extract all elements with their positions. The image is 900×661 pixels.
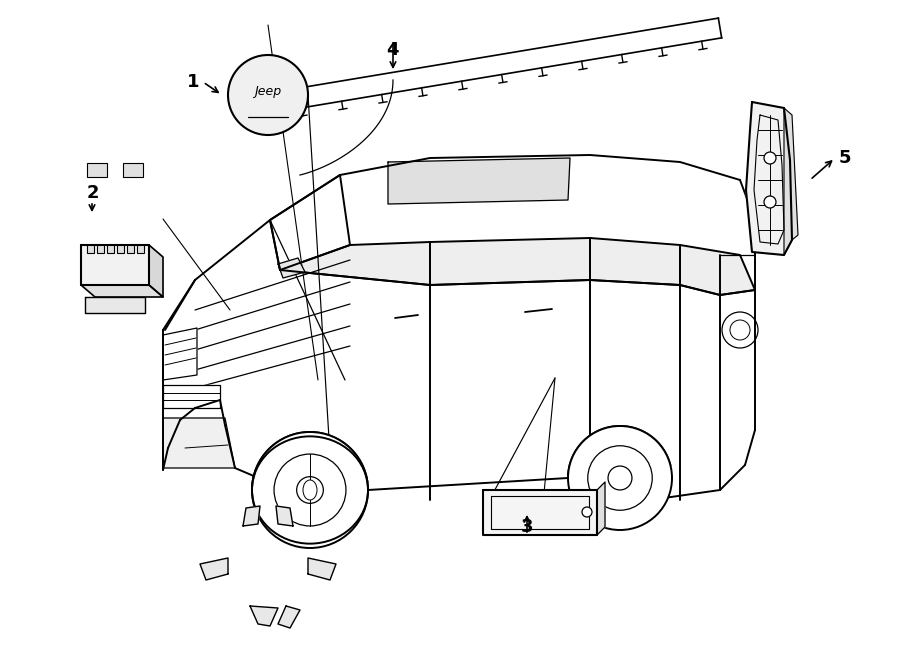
Circle shape [764,196,776,208]
Circle shape [228,55,308,135]
Polygon shape [163,385,220,408]
Text: $\mathbf{5}$: $\mathbf{5}$ [839,149,851,167]
Bar [87,245,94,253]
Polygon shape [250,606,278,626]
Circle shape [297,477,323,503]
Bar [137,245,144,253]
Polygon shape [81,285,163,297]
Polygon shape [85,297,145,313]
Circle shape [568,426,672,530]
Text: $\mathbf{1}$: $\mathbf{1}$ [186,73,200,91]
Bar [127,245,134,253]
Circle shape [764,152,776,164]
Circle shape [608,466,632,490]
Polygon shape [200,558,228,580]
Polygon shape [243,506,260,526]
Ellipse shape [303,480,317,500]
Polygon shape [746,102,792,255]
Text: Jeep: Jeep [255,85,282,98]
Polygon shape [165,155,755,500]
Polygon shape [308,558,336,580]
Text: $\mathbf{4}$: $\mathbf{4}$ [386,41,400,59]
Polygon shape [278,258,305,278]
Polygon shape [388,158,570,204]
Circle shape [252,432,368,548]
Polygon shape [784,108,798,255]
Polygon shape [276,506,293,526]
Polygon shape [163,418,235,468]
Polygon shape [149,245,163,297]
Bar [87,163,107,177]
Polygon shape [163,328,197,380]
Circle shape [582,507,592,517]
Bar [97,245,104,253]
Polygon shape [280,242,430,285]
Polygon shape [81,245,149,285]
Polygon shape [278,606,300,628]
Polygon shape [483,490,597,535]
Polygon shape [680,245,755,295]
Polygon shape [597,482,605,535]
Text: $\mathbf{3}$: $\mathbf{3}$ [520,518,534,536]
Text: $\mathbf{2}$: $\mathbf{2}$ [86,184,98,202]
Bar [117,245,124,253]
Bar [123,163,143,177]
Polygon shape [590,238,680,285]
Polygon shape [430,238,590,285]
Bar [107,245,114,253]
